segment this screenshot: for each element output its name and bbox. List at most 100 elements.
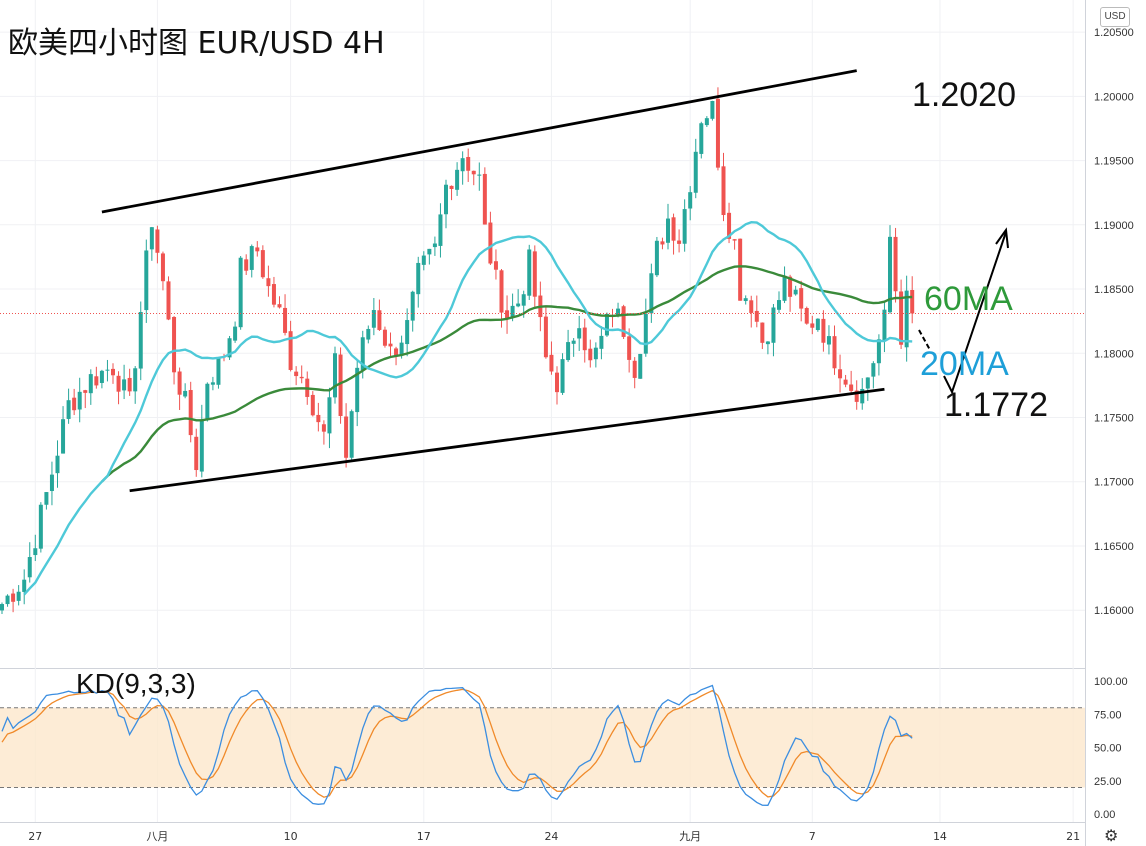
candle-body	[333, 353, 337, 398]
candle-body	[22, 579, 27, 592]
price-tick-label: 1.20000	[1094, 91, 1134, 103]
candle-body	[316, 414, 321, 423]
price-axis[interactable]: 1.20500 1.20000 1.19500 1.19000 1.18500 1.180…	[1094, 27, 1134, 821]
kd-band-fill	[0, 707, 1085, 788]
candle-body	[566, 342, 571, 361]
price-tick-label: 1.17000	[1094, 477, 1134, 489]
candle-body	[266, 278, 271, 287]
candle-body	[471, 170, 476, 175]
candle-body	[704, 118, 709, 126]
candle-body	[27, 557, 32, 578]
candle-body	[116, 375, 121, 392]
gear-icon[interactable]: ⚙	[1104, 828, 1119, 845]
candle-body	[743, 298, 748, 302]
candle-body	[105, 369, 110, 371]
candle-body	[277, 304, 282, 308]
candle-body	[438, 214, 443, 246]
kd-d-line	[1, 688, 913, 798]
candle-body	[294, 371, 299, 377]
projection-arrows	[918, 227, 1009, 395]
candle-body	[860, 388, 865, 404]
candle-body	[199, 419, 204, 472]
candle-body	[832, 336, 837, 369]
candle-body	[111, 368, 115, 376]
candle-body	[49, 474, 54, 492]
candle-body	[826, 336, 831, 345]
candle-body	[283, 307, 288, 333]
candle-body	[249, 246, 254, 270]
lower-channel-line	[129, 387, 885, 493]
candle-body	[782, 275, 787, 301]
candle-body	[482, 173, 487, 225]
projection-arrow-head	[995, 227, 1009, 249]
candle-body	[61, 419, 66, 454]
currency-badge[interactable]: USD	[1100, 7, 1130, 27]
candle-body	[183, 390, 188, 397]
candle-body	[127, 377, 132, 392]
candle-body	[382, 329, 387, 346]
candle-body	[654, 240, 659, 276]
candle-body	[749, 300, 754, 313]
chart-title: 欧美四小时图 EUR/USD 4H	[8, 26, 385, 61]
candle-body	[455, 169, 460, 190]
candle-body	[405, 320, 410, 345]
candle-body	[11, 593, 16, 602]
candle-body	[899, 291, 904, 345]
candle-body	[876, 339, 881, 364]
price-tick-label: 1.19500	[1094, 156, 1134, 168]
candle-body	[310, 394, 315, 416]
ma20-label: 20MA	[920, 345, 1009, 383]
candle-body	[166, 281, 171, 320]
candle-body	[488, 222, 493, 264]
candle-body	[699, 123, 704, 154]
upper-channel-line	[101, 69, 857, 214]
candle-body	[0, 604, 4, 611]
candle-body	[38, 504, 43, 549]
time-tick-label: 10	[284, 830, 298, 843]
candle-body	[421, 255, 426, 265]
candle-body	[227, 338, 232, 358]
candle-body	[99, 370, 104, 383]
candle-body	[94, 376, 99, 386]
candle-body	[788, 276, 793, 297]
candle-body	[371, 310, 376, 328]
candle-body	[588, 348, 593, 361]
candle-body	[560, 359, 565, 393]
time-axis[interactable]: 27 八月 10 17 24 九月 7 14 21	[28, 830, 1080, 843]
candle-body	[865, 377, 870, 389]
candle-body	[904, 290, 909, 348]
candle-body	[5, 595, 10, 605]
candle-body	[444, 184, 448, 215]
candle-body	[765, 341, 770, 345]
candle-body	[160, 253, 165, 282]
candle-body	[449, 185, 454, 190]
candle-body	[238, 257, 243, 328]
candle-body	[55, 455, 60, 474]
candle-body	[727, 212, 732, 239]
candle-body	[505, 310, 510, 319]
candle-body	[244, 259, 249, 271]
candle-body	[738, 238, 743, 301]
candle-body	[527, 249, 532, 296]
kd-label: KD(9,3,3)	[76, 668, 196, 699]
projection-up-arrow	[943, 231, 1007, 395]
candle-body	[521, 294, 526, 306]
candle-body	[760, 322, 765, 343]
candle-body	[388, 343, 393, 347]
candle-body	[271, 284, 276, 305]
candle-body	[233, 326, 238, 341]
candle-body	[582, 327, 587, 351]
candle-body	[516, 303, 521, 307]
candle-body	[155, 229, 160, 253]
candle-body	[288, 331, 293, 370]
candle-body	[88, 374, 93, 394]
candle-body	[16, 591, 21, 601]
candle-body	[777, 300, 781, 310]
candle-body	[399, 342, 404, 356]
candle-body	[854, 390, 859, 402]
candle-body	[427, 248, 432, 255]
candle-body	[205, 383, 210, 420]
candle-body	[149, 227, 154, 250]
candle-body	[366, 328, 371, 340]
